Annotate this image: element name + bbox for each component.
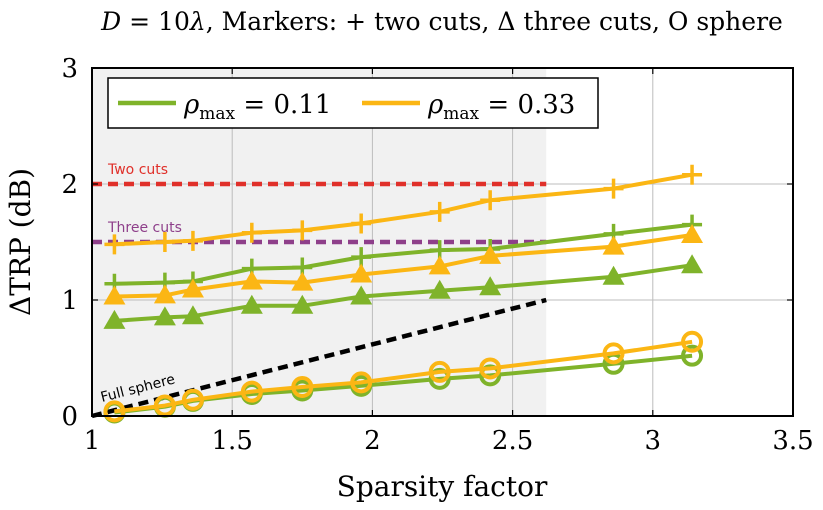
data-point-circle	[602, 342, 625, 365]
data-point-triangle	[153, 284, 176, 304]
data-point-circle	[428, 360, 451, 383]
data-point-triangle	[240, 294, 263, 314]
data-point-plus	[154, 232, 175, 252]
legend-label-0: ρmax = 0.11	[183, 90, 331, 124]
series-line-1	[114, 263, 693, 323]
data-point-triangle	[428, 279, 451, 299]
data-point-plus	[351, 213, 372, 234]
data-point-triangle	[479, 276, 502, 296]
x-tick-label: 1	[84, 426, 101, 456]
y-tick-label: 2	[61, 170, 78, 200]
data-point-circle	[181, 388, 204, 411]
data-point-triangle	[240, 270, 263, 290]
data-point-triangle	[428, 255, 451, 275]
data-point-triangle	[181, 305, 204, 325]
data-point-triangle	[350, 285, 373, 305]
data-point-circle	[240, 380, 263, 403]
data-point-triangle	[479, 244, 502, 264]
series-line-0	[114, 222, 693, 286]
ref-label-three-cuts: Three cuts	[107, 220, 182, 236]
series-line-5	[114, 339, 693, 414]
data-point-circle	[103, 400, 126, 423]
series-line-3	[114, 172, 693, 247]
legend-label-1: ρmax = 0.33	[427, 90, 575, 124]
x-axis-label: Sparsity factor	[337, 470, 548, 503]
legend: ρmax = 0.11 ρmax = 0.33	[107, 77, 599, 129]
data-point-circle	[153, 394, 176, 417]
data-point-triangle	[350, 263, 373, 283]
data-point-plus	[603, 178, 624, 199]
y-tick-label: 1	[61, 286, 78, 316]
series-5	[103, 330, 704, 423]
data-point-circle	[428, 367, 451, 390]
data-point-circle	[681, 330, 704, 353]
series-3	[104, 164, 703, 255]
legend-box	[107, 77, 599, 129]
data-point-triangle	[103, 285, 126, 305]
data-point-plus	[292, 220, 313, 241]
data-point-plus	[241, 222, 262, 243]
data-point-circle	[291, 376, 314, 398]
data-point-circle	[350, 371, 373, 394]
series-4	[103, 224, 704, 305]
series-group	[103, 164, 704, 424]
data-point-triangle	[602, 265, 625, 285]
x-tick-label: 3.5	[772, 426, 813, 456]
data-point-triangle	[291, 271, 314, 291]
ref-line-full-sphere	[91, 297, 547, 419]
data-point-plus	[104, 234, 125, 255]
data-point-triangle	[153, 306, 176, 326]
data-point-triangle	[602, 235, 625, 255]
data-point-circle	[681, 344, 704, 367]
data-point-triangle	[291, 294, 314, 314]
ref-label-two-cuts: Two cuts	[107, 162, 168, 178]
data-point-plus	[682, 164, 703, 185]
y-tick-label: 0	[61, 402, 78, 432]
data-point-plus	[429, 201, 450, 222]
plot-frame	[91, 67, 794, 417]
data-point-circle	[479, 357, 502, 380]
chart-title: D = 10λ, Markers: + two cuts, Δ three cu…	[100, 7, 783, 36]
x-tick-label: 3	[645, 426, 662, 456]
x-tick-label: 1.5	[212, 426, 253, 456]
data-point-plus	[182, 230, 203, 251]
x-tick-label: 2.5	[492, 426, 533, 456]
x-tick-label: 2	[364, 426, 381, 456]
series-line-4	[114, 233, 693, 299]
data-point-triangle	[103, 309, 126, 329]
y-axis-label: ΔTRP (dB)	[4, 168, 37, 316]
data-point-plus	[480, 190, 501, 211]
data-point-triangle	[181, 278, 204, 298]
y-tick-label: 3	[61, 54, 78, 84]
data-point-triangle	[681, 224, 704, 244]
data-point-triangle	[681, 254, 704, 274]
series-1	[103, 254, 704, 329]
